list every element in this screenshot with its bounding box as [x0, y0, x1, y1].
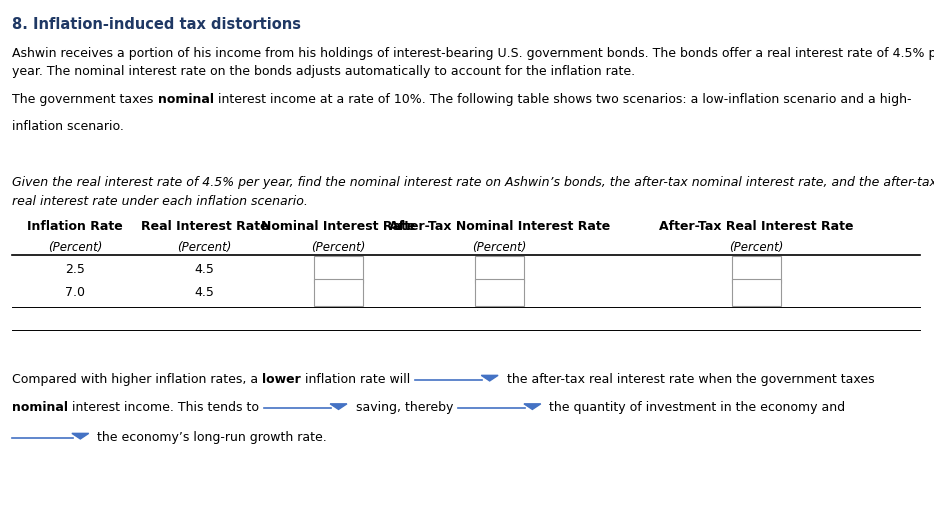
Text: Compared with higher inflation rates, a: Compared with higher inflation rates, a — [12, 373, 262, 386]
Text: Nominal Interest Rate: Nominal Interest Rate — [262, 220, 416, 233]
Text: (Percent): (Percent) — [48, 241, 103, 254]
Text: Real Interest Rate: Real Interest Rate — [141, 220, 268, 233]
Text: After-Tax Nominal Interest Rate: After-Tax Nominal Interest Rate — [389, 220, 610, 233]
Text: 4.5: 4.5 — [194, 286, 215, 299]
Text: the quantity of investment in the economy and: the quantity of investment in the econom… — [545, 401, 845, 414]
Text: Inflation Rate: Inflation Rate — [27, 220, 123, 233]
Text: lower: lower — [262, 373, 301, 386]
Text: interest income at a rate of 10%. The following table shows two scenarios: a low: interest income at a rate of 10%. The fo… — [214, 93, 911, 106]
Text: inflation rate will: inflation rate will — [301, 373, 410, 386]
Text: interest income. This tends to: interest income. This tends to — [68, 401, 259, 414]
Text: 4.5: 4.5 — [194, 263, 215, 276]
Text: Ashwin receives a portion of his income from his holdings of interest-bearing U.: Ashwin receives a portion of his income … — [12, 47, 934, 78]
Text: The government taxes: The government taxes — [12, 93, 158, 106]
Text: saving, thereby: saving, thereby — [351, 401, 453, 414]
Text: (Percent): (Percent) — [473, 241, 527, 254]
Text: (Percent): (Percent) — [729, 241, 784, 254]
Text: the after-tax real interest rate when the government taxes: the after-tax real interest rate when th… — [502, 373, 874, 386]
Text: 7.0: 7.0 — [65, 286, 85, 299]
Text: inflation scenario.: inflation scenario. — [12, 120, 124, 133]
Text: 2.5: 2.5 — [65, 263, 85, 276]
Text: nominal: nominal — [12, 401, 68, 414]
Text: (Percent): (Percent) — [311, 241, 366, 254]
Text: After-Tax Real Interest Rate: After-Tax Real Interest Rate — [659, 220, 854, 233]
Text: nominal: nominal — [158, 93, 214, 106]
Text: 8. Inflation-induced tax distortions: 8. Inflation-induced tax distortions — [12, 17, 301, 32]
Text: (Percent): (Percent) — [177, 241, 232, 254]
Text: the economy’s long-run growth rate.: the economy’s long-run growth rate. — [93, 431, 327, 444]
Text: Given the real interest rate of 4.5% per year, find the nominal interest rate on: Given the real interest rate of 4.5% per… — [12, 176, 934, 208]
